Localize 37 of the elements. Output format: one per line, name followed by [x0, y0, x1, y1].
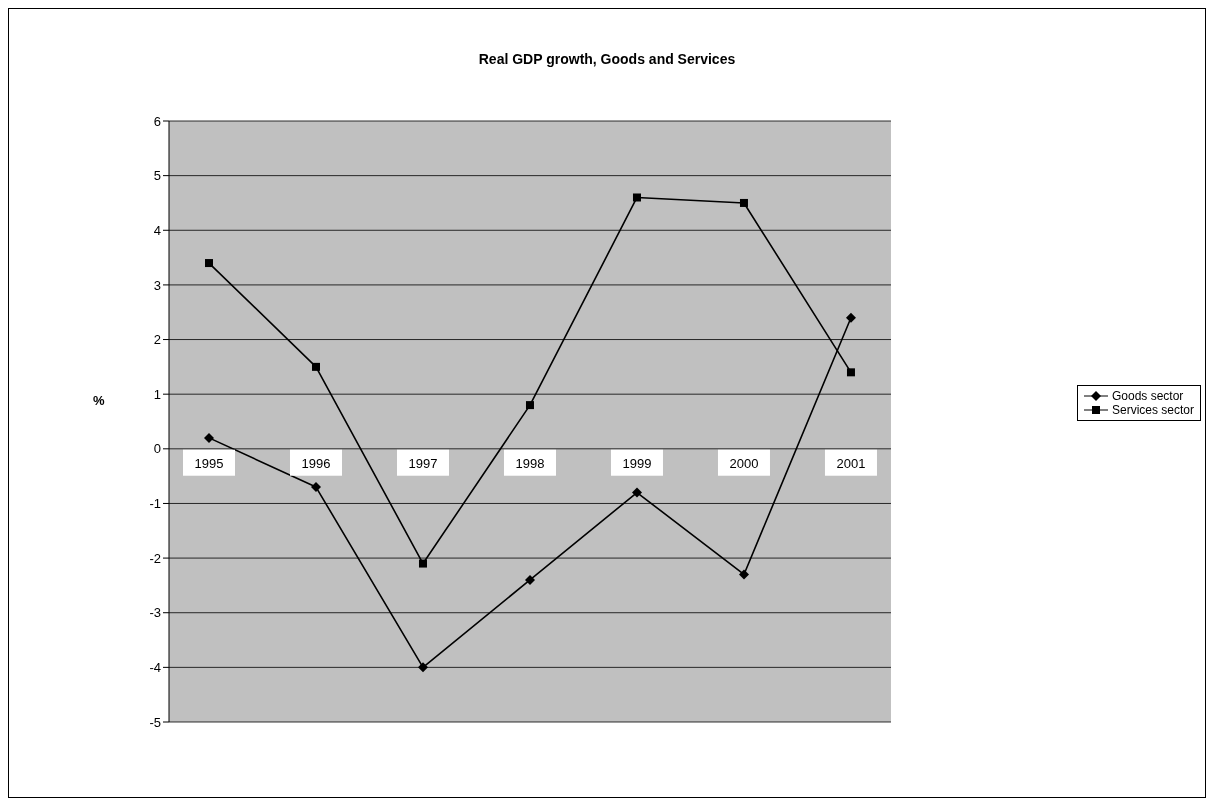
x-tick-label: 1999	[622, 455, 652, 471]
point	[845, 312, 856, 323]
y-tick-label: 6	[153, 113, 161, 129]
x-tick-label: 1995	[194, 455, 224, 471]
point	[525, 401, 534, 410]
point	[310, 482, 321, 493]
point	[738, 569, 749, 580]
legend-label: Services sector	[1111, 403, 1194, 417]
point	[631, 487, 642, 498]
y-tick-label: 4	[153, 222, 161, 238]
y-tick-label: 1	[153, 386, 161, 402]
point	[312, 362, 320, 371]
point	[205, 259, 213, 268]
y-tick-label: 2	[153, 332, 161, 348]
y-tick-label: 3	[153, 277, 161, 293]
point	[418, 559, 427, 568]
y-tick-label: -5	[149, 714, 161, 730]
point	[846, 368, 855, 377]
y-tick-label: -2	[149, 550, 161, 566]
x-tick-label: 1997	[408, 455, 438, 471]
x-tick-label: 1996	[301, 455, 331, 471]
chart-title: Real GDP growth, Goods and Services	[477, 51, 737, 67]
y-tick-label: -1	[149, 496, 161, 512]
point	[204, 432, 214, 443]
point	[632, 193, 641, 202]
point	[524, 574, 535, 585]
y-tick-label: 0	[153, 441, 161, 457]
x-tick-label: 2000	[729, 455, 759, 471]
y-tick-label: -4	[149, 659, 161, 675]
y-axis-title: %	[93, 393, 105, 409]
x-tick-label: 2001	[836, 455, 866, 471]
x-tick-label: 1998	[515, 455, 545, 471]
legend-label: Goods sector	[1111, 389, 1184, 403]
point	[739, 198, 748, 207]
point	[417, 662, 428, 673]
y-tick-label: 5	[153, 168, 161, 184]
y-tick-label: -3	[149, 605, 161, 621]
